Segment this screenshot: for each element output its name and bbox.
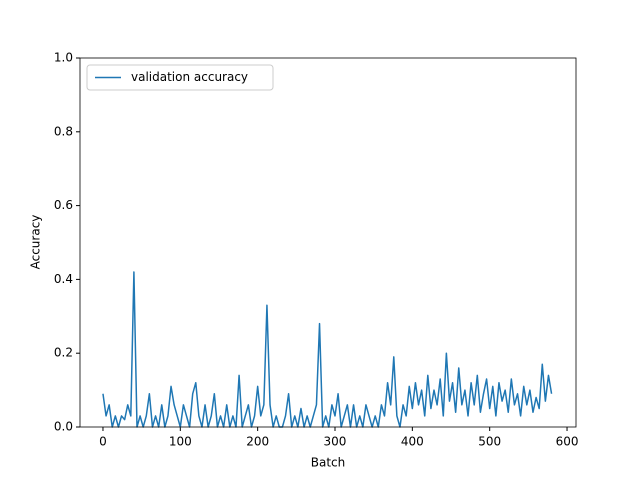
x-tick-label: 300: [324, 435, 347, 449]
y-tick-label: 1.0: [54, 51, 73, 65]
x-tick-label: 400: [401, 435, 424, 449]
y-tick-label: 0.2: [54, 346, 73, 360]
y-axis-label: Accuracy: [29, 215, 43, 270]
data-line: [102, 271, 553, 428]
y-tick-label: 0.0: [54, 420, 73, 434]
y-tick-label: 0.6: [54, 198, 73, 212]
x-tick-label: 600: [556, 435, 579, 449]
x-tick-label: 100: [169, 435, 192, 449]
x-tick-label: 0: [99, 435, 107, 449]
x-tick-label: 500: [478, 435, 501, 449]
x-axis-label: Batch: [311, 456, 346, 470]
x-tick-label: 200: [246, 435, 269, 449]
y-tick-label: 0.4: [54, 272, 73, 286]
legend-label: validation accuracy: [131, 70, 248, 84]
y-tick-label: 0.8: [54, 124, 73, 138]
plot-frame: [79, 57, 577, 428]
legend-box: [86, 64, 274, 91]
